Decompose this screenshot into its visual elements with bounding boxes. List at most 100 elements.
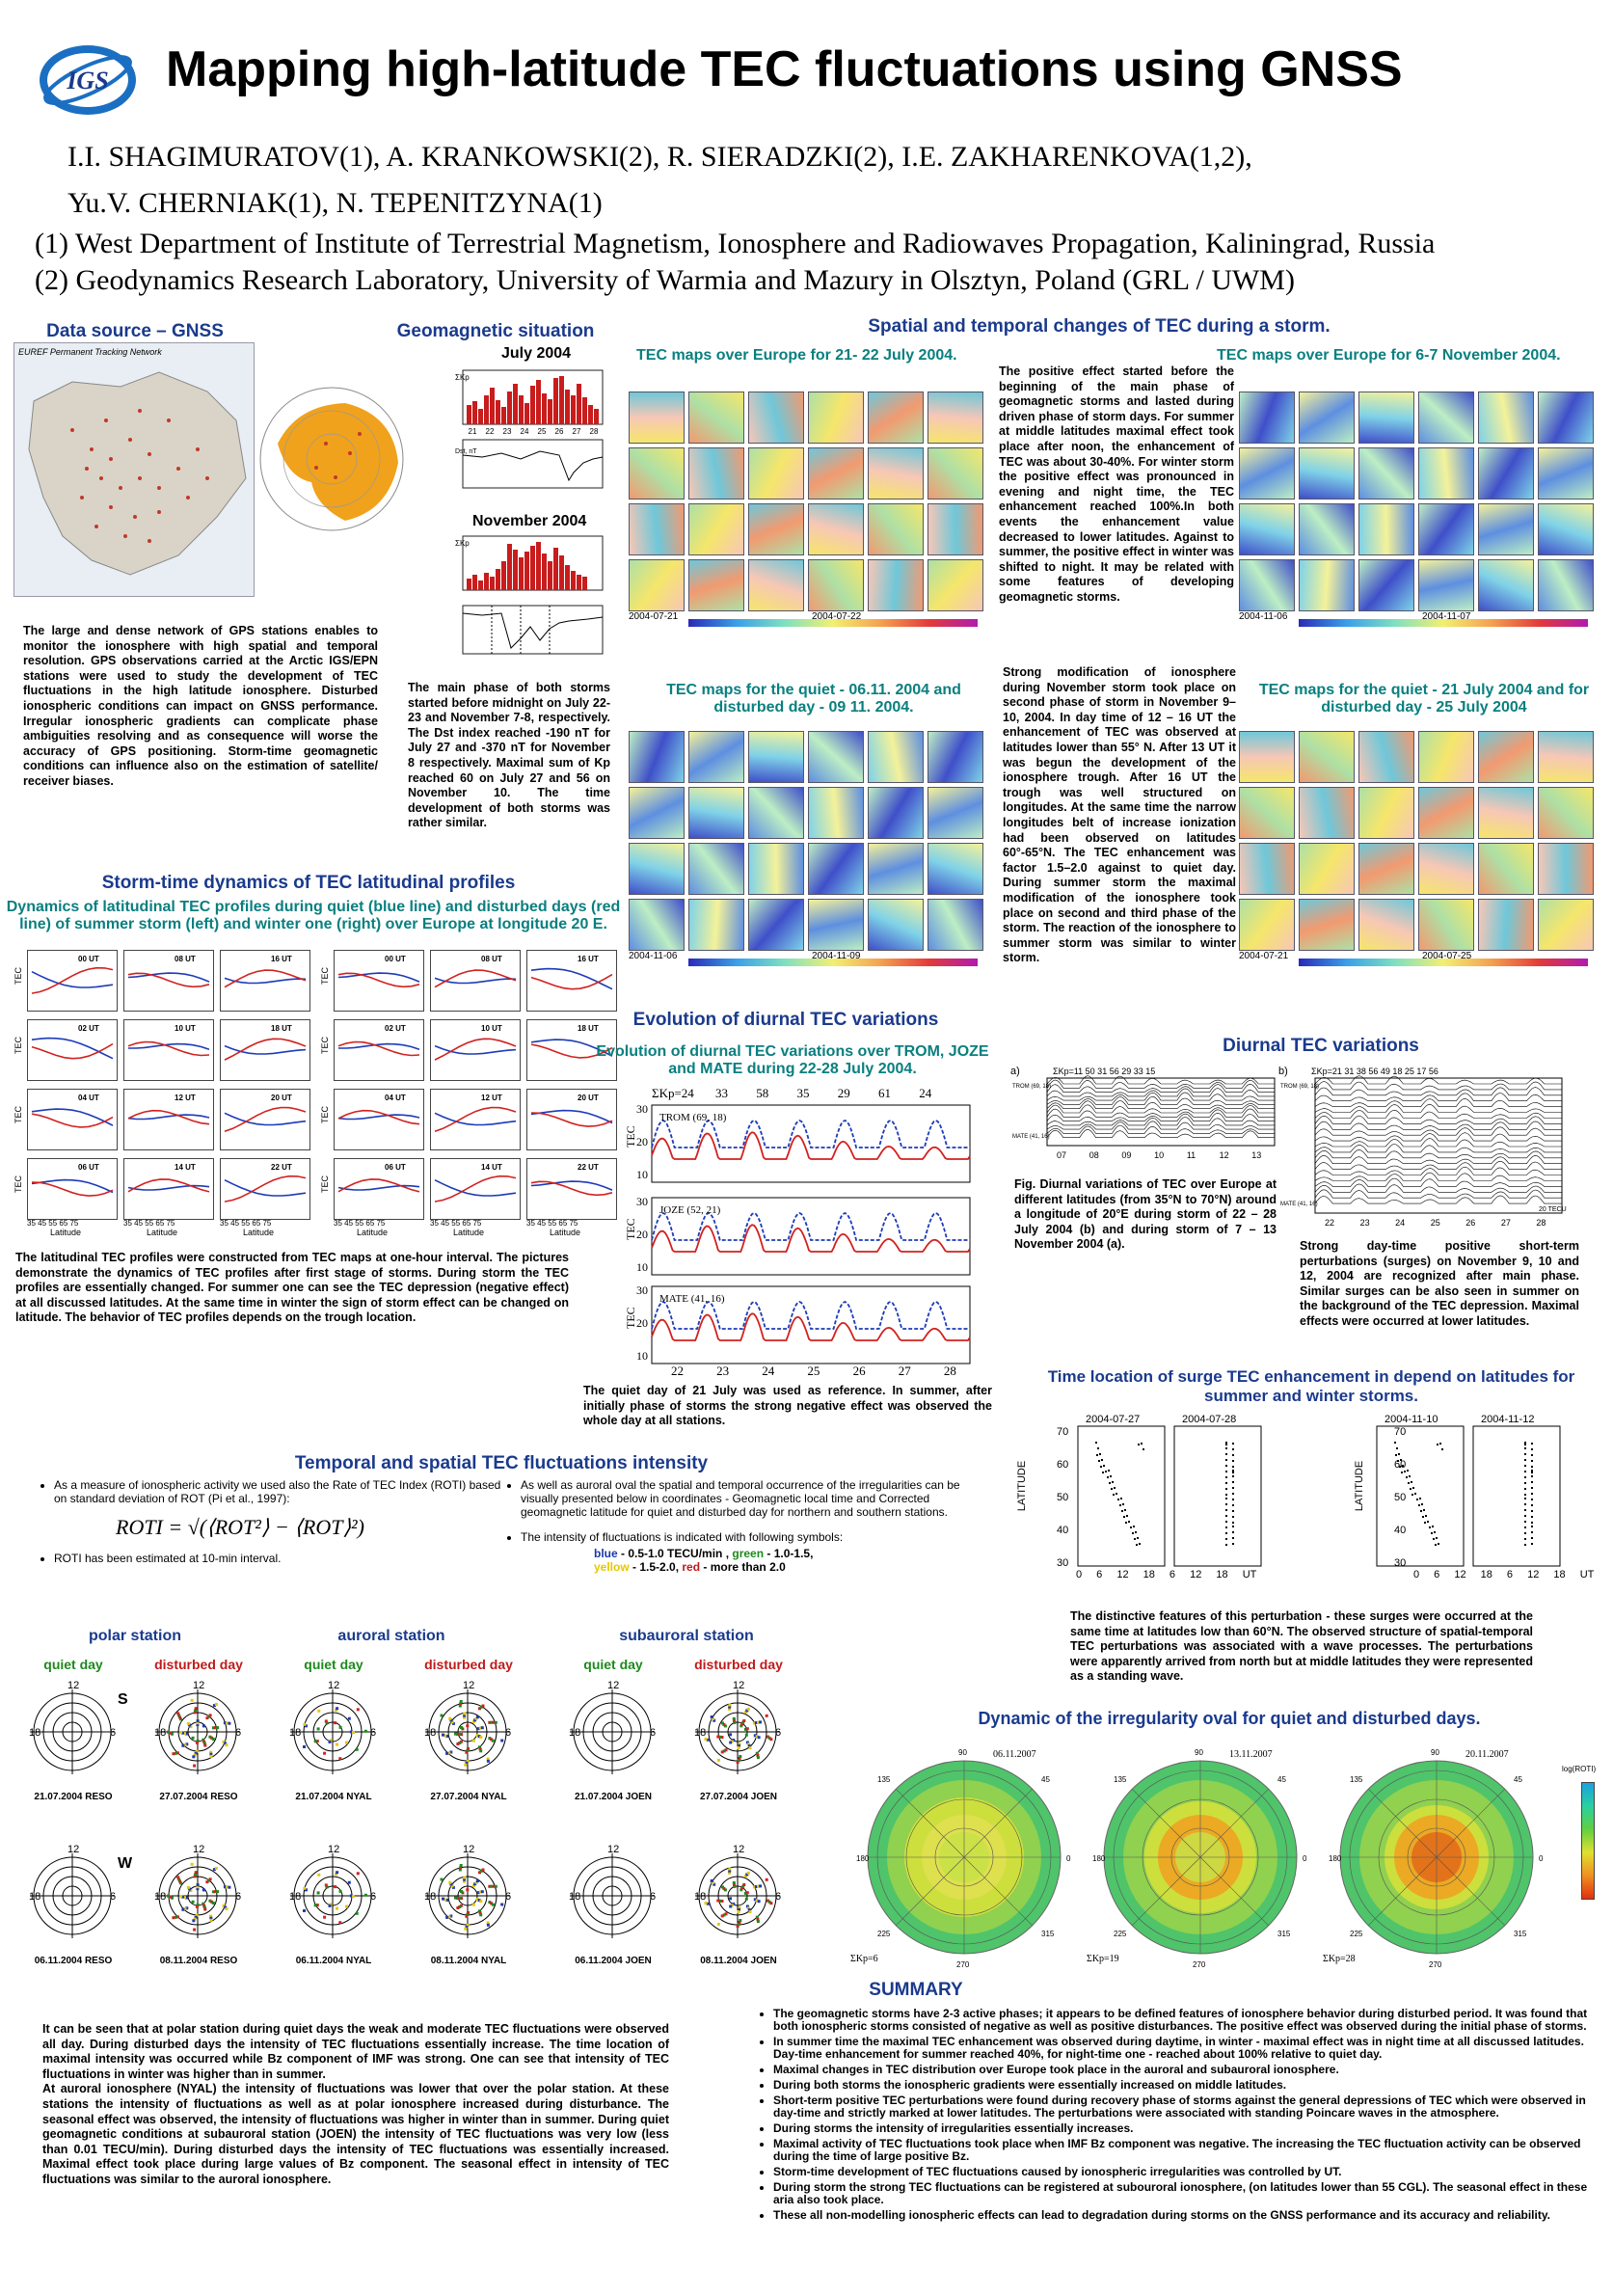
tec-profile-panel: 14 UT — [430, 1158, 521, 1220]
station-subauroral: subauroral station — [619, 1628, 754, 1644]
oval-angle-label: 45 — [1514, 1775, 1522, 1784]
dial-caption: 27.07.2004 JOEN — [699, 1792, 778, 1802]
roti-polar-dial: 12 18 6 — [154, 1844, 241, 1938]
dial-caption: 21.07.2004 JOEN — [574, 1792, 653, 1802]
evolution-y-tick: 10 — [636, 1349, 648, 1363]
tec-map-tile — [1358, 899, 1414, 951]
oval-angle-label: 270 — [956, 1960, 970, 1969]
evolution-station-label: TROM (69, 18) — [659, 1112, 727, 1123]
spatial-text-2: Strong modification of ionosphere during… — [1003, 665, 1236, 965]
profile-ut-label: 06 UT — [78, 1163, 99, 1172]
geomag-july-chart: ΣKp 21 22 23 24 25 26 27 28 Dst, nT — [453, 366, 607, 501]
oval-angle-label: 315 — [1041, 1930, 1055, 1938]
diurnal-day-tick: 24 — [1395, 1218, 1405, 1228]
surge-x-ticks: 0 6 12 18 6 12 18 UT — [1413, 1569, 1595, 1580]
tec-map-tile — [868, 899, 924, 951]
surge-y-tick: 60 — [1057, 1459, 1069, 1471]
oval-angle-label: 45 — [1041, 1775, 1050, 1784]
diurnal-day-tick: 27 — [1501, 1218, 1511, 1228]
tec-map-tile — [688, 503, 744, 555]
evolution-x-tick: 22 — [671, 1364, 684, 1378]
tec-color-scale — [1299, 619, 1588, 627]
dial-label-top: 12 — [607, 1680, 619, 1691]
data-source-heading: Data source – GNSS — [46, 321, 224, 341]
tec-map-date: 2004-11-06 — [629, 951, 678, 961]
dial-caption: 08.11.2004 JOEN — [700, 1956, 777, 1966]
oval-angle-label: 270 — [1193, 1960, 1206, 1969]
diurnal-day-tick: 26 — [1465, 1218, 1475, 1228]
tec-map-tile — [1299, 731, 1355, 783]
tec-map-grid-quiet-jul: 2004-07-21 2004-07-25 — [1239, 725, 1601, 986]
roti-polar-dial: 12 18 6 — [29, 1680, 116, 1774]
tec-profile-panel: 22 UT — [526, 1158, 617, 1220]
tec-map-tile — [1299, 503, 1355, 555]
arctic-station-map — [258, 386, 405, 532]
oval-angle-label: 45 — [1277, 1775, 1286, 1784]
geomag-july-label: July 2004 — [501, 345, 572, 362]
tec-map-tile — [808, 392, 864, 444]
profile-ut-label: 16 UT — [271, 955, 292, 963]
profile-ut-label: 00 UT — [385, 955, 406, 963]
tec-map-tile — [808, 559, 864, 611]
affiliation-1: (1) West Department of Institute of Terr… — [35, 228, 1436, 259]
profile-x-label: Latitude — [357, 1228, 389, 1237]
tec-map-tile — [1358, 503, 1414, 555]
profile-ut-label: 16 UT — [578, 955, 599, 963]
tec-map-date: 2004-11-09 — [812, 951, 861, 961]
dial-caption: 27.07.2004 NYAL — [430, 1792, 507, 1802]
roti-polar-dial: 12 18 6 — [154, 1680, 241, 1774]
evolution-y-tick: 30 — [636, 1195, 648, 1208]
evolution-text: The quiet day of 21 July was used as ref… — [583, 1384, 992, 1428]
diurnal-day-tick: 07 — [1057, 1150, 1066, 1160]
tec-profile-panel: 22 UT — [220, 1158, 310, 1220]
tec-map-tile — [629, 447, 685, 500]
svg-text:ΣKp: ΣKp — [455, 373, 470, 382]
profile-x-label: Latitude — [243, 1228, 275, 1237]
tec-profile-panel: 08 UT — [430, 950, 521, 1012]
evolution-y-tick: 30 — [636, 1102, 648, 1116]
tec-map-tile — [688, 843, 744, 895]
profile-x-label: Latitude — [147, 1228, 178, 1237]
tec-profile-panel: 04 UT — [334, 1089, 424, 1150]
tec-map-tile — [1299, 899, 1355, 951]
profile-ut-label: 10 UT — [481, 1024, 502, 1033]
tec-map-tile — [1239, 899, 1295, 951]
spatial-heading: Spatial and temporal changes of TEC duri… — [868, 316, 1331, 337]
tec-profile-panel: 16 UT — [526, 950, 617, 1012]
oval-kp-label: ΣKp=19 — [1087, 1954, 1119, 1964]
tec-map-tile — [629, 843, 685, 895]
tec-map-tile — [1418, 843, 1474, 895]
tec-map-tile — [808, 447, 864, 500]
dial-label-top: 12 — [463, 1680, 474, 1691]
evolution-y-label: TEC — [624, 1307, 637, 1329]
evolution-station-label: MATE (41, 16) — [659, 1293, 725, 1305]
tec-map-tile — [1538, 447, 1594, 500]
quiet-jul-title: TEC maps for the quiet - 21 July 2004 an… — [1258, 682, 1590, 716]
diurnal-day-tick: 23 — [1360, 1218, 1370, 1228]
tec-map-date: 2004-07-25 — [1422, 951, 1472, 961]
tec-map-tile — [808, 731, 864, 783]
svg-text:22: 22 — [486, 427, 495, 436]
tec-map-tile — [1418, 559, 1474, 611]
tec-profile-panel: 00 UT — [334, 950, 424, 1012]
tec-profile-panel: 02 UT — [27, 1019, 118, 1081]
tec-map-grid-quiet-nov: 2004-11-06 2004-11-09 — [629, 725, 990, 986]
dial-label-top: 12 — [193, 1680, 204, 1691]
surge-y-tick: 70 — [1394, 1426, 1407, 1438]
profile-y-label: TEC — [320, 1037, 330, 1054]
surge-date-label: 2004-11-10 — [1384, 1414, 1438, 1425]
surge-scatter-panel: 2004-11-12 — [1472, 1414, 1561, 1567]
tec-map-tile — [927, 447, 983, 500]
diurnal-station-label: TROM (69, 18) — [1012, 1084, 1051, 1090]
profile-ut-label: 04 UT — [385, 1094, 406, 1102]
profile-y-label: TEC — [13, 967, 23, 985]
tec-map-tile — [1478, 843, 1534, 895]
dial-label-top: 12 — [193, 1844, 204, 1855]
evolution-chart: TROM (69, 18) TEC 30 20 10 JOZE (52, 21) TEC 30… — [617, 1084, 980, 1379]
summary-list: The geomagnetic storms have 2-3 active p… — [733, 2008, 1595, 2225]
profile-ut-label: 06 UT — [385, 1163, 406, 1172]
quiet-day-label: quiet day — [43, 1657, 103, 1672]
disturbed-day-label: disturbed day — [154, 1657, 243, 1672]
roti-polar-dial: 12 18 6 — [569, 1844, 656, 1938]
evolution-y-tick: 10 — [636, 1260, 648, 1274]
